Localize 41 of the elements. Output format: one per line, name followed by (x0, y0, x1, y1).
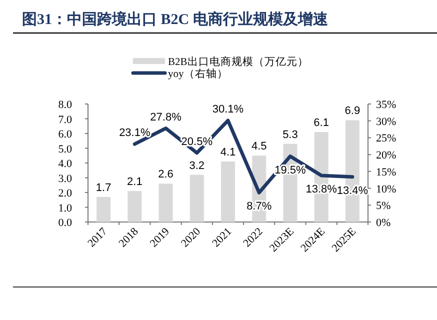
data-label: 23.1% (119, 127, 150, 140)
data-label: 5.3 (282, 128, 298, 141)
data-label: 4.5 (251, 140, 267, 153)
data-label: 30.1% (212, 104, 244, 116)
data-label: 13.8% (306, 183, 338, 196)
data-label: 8.7% (246, 200, 272, 213)
legend-label: yoy（右轴） (168, 67, 228, 80)
data-label: 27.8% (150, 111, 182, 124)
bar (128, 191, 142, 222)
y-tick-label: 3.0 (58, 172, 72, 185)
data-label: 3.2 (189, 160, 205, 172)
y2-tick-label: 20% (376, 150, 396, 162)
data-label: 13.4% (336, 184, 368, 197)
y-tick-label: 7.0 (58, 114, 72, 126)
data-label: 1.7 (96, 182, 112, 194)
y-tick-label: 6.0 (58, 128, 72, 140)
legend-label: B2B出口电商规模（万亿元） (168, 55, 308, 68)
y-tick-label: 4.0 (58, 158, 72, 170)
y2-tick-label: 35% (376, 99, 396, 111)
bar (221, 162, 235, 222)
y-tick-label: 0.0 (58, 217, 72, 229)
bar (96, 196, 111, 222)
y2-tick-label: 30% (376, 116, 396, 128)
data-label: 2.1 (127, 176, 142, 188)
data-label: 4.1 (220, 146, 236, 159)
data-label: 6.9 (344, 105, 360, 118)
y-tick-label: 1.0 (58, 202, 72, 214)
y-tick-label: 8.0 (58, 99, 72, 111)
y2-tick-label: 25% (376, 132, 396, 145)
bar (190, 174, 204, 222)
x-tick-label: 2021 (210, 226, 234, 250)
y2-tick-label: 5% (376, 200, 391, 212)
y-tick-label: 2.0 (58, 188, 72, 200)
y2-tick-label: 0% (376, 217, 391, 229)
data-label: 2.6 (158, 168, 174, 181)
chart-title: 图31：中国跨境出口 B2C 电商行业规模及增速 (22, 10, 329, 28)
y-tick-label: 5.0 (58, 143, 72, 156)
y2-tick-label: 15% (376, 166, 396, 178)
bar (158, 184, 173, 222)
data-label: 6.1 (314, 117, 329, 130)
y2-tick-label: 10% (376, 183, 396, 196)
